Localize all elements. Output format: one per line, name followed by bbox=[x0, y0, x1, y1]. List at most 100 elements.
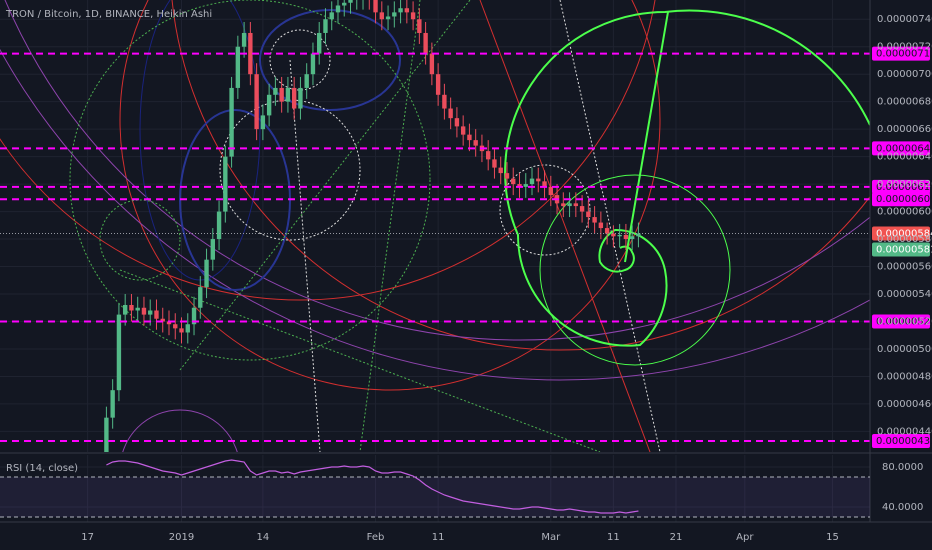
level-label-bg bbox=[872, 314, 930, 329]
rsi-pane bbox=[0, 459, 870, 518]
candle-body bbox=[122, 304, 128, 315]
level-label-bg bbox=[872, 179, 930, 194]
candle-body bbox=[229, 87, 234, 157]
x-tick-label: Apr bbox=[736, 532, 754, 543]
candle-body bbox=[141, 307, 147, 315]
candle-body bbox=[166, 321, 172, 325]
candle-body bbox=[604, 228, 610, 234]
candle-body bbox=[573, 203, 579, 207]
fib-arc bbox=[119, 0, 661, 391]
x-tick-label: 17 bbox=[81, 532, 94, 543]
candle-body bbox=[454, 118, 460, 127]
price-label-bg bbox=[872, 242, 930, 257]
candle-body bbox=[260, 115, 266, 130]
candle-body bbox=[542, 181, 547, 187]
candle-body bbox=[486, 151, 491, 160]
candle-body bbox=[285, 87, 291, 102]
candle-body bbox=[204, 259, 209, 288]
x-tick-label: 2019 bbox=[169, 532, 194, 543]
x-tick-label: Feb bbox=[367, 532, 385, 543]
fib-ellipse bbox=[259, 9, 401, 111]
y-tick-label: 0.00000480 bbox=[877, 371, 932, 382]
level-label: 0.00000646 bbox=[876, 143, 932, 154]
y-tick-label: 0.00000440 bbox=[877, 426, 932, 437]
candle-body bbox=[317, 32, 322, 54]
y-tick-label: 0.00000660 bbox=[877, 124, 932, 135]
rsi-tick-label: 40.0000 bbox=[882, 502, 923, 513]
y-tick-label: 0.00000620 bbox=[877, 179, 932, 190]
candle-body bbox=[410, 12, 416, 20]
x-tick-label: 11 bbox=[432, 532, 445, 543]
price-label: 0.00000581 bbox=[876, 245, 932, 256]
y-tick-label: 0.00000540 bbox=[877, 289, 932, 300]
rsi-series bbox=[106, 459, 639, 514]
x-tick-label: 14 bbox=[257, 532, 270, 543]
candle-body bbox=[191, 307, 197, 325]
level-label: 0.00000433 bbox=[876, 436, 932, 447]
level-label: 0.00000715 bbox=[876, 49, 932, 60]
candle-body bbox=[173, 324, 178, 329]
candle-body bbox=[266, 94, 272, 116]
y-tick-label: 0.00000680 bbox=[877, 97, 932, 108]
fib-arc bbox=[122, 409, 238, 452]
candle-body bbox=[460, 126, 466, 135]
candle-body bbox=[135, 307, 140, 311]
candle-body bbox=[404, 8, 410, 13]
candle-body bbox=[392, 12, 397, 17]
candle-body bbox=[216, 211, 222, 240]
candle-body bbox=[310, 53, 316, 75]
candle-body bbox=[379, 12, 384, 20]
dotted-line bbox=[289, 59, 321, 452]
candle-body bbox=[348, 0, 353, 3]
level-label-bg bbox=[872, 46, 930, 61]
rsi-tick-label: 80.0000 bbox=[882, 462, 923, 473]
candle-body bbox=[385, 16, 391, 20]
candle-body bbox=[398, 8, 403, 13]
candle-body bbox=[467, 134, 472, 141]
level-label-bg bbox=[872, 192, 930, 207]
candle-body bbox=[623, 234, 629, 240]
candle-body bbox=[517, 184, 522, 187]
dotted-circle bbox=[499, 164, 591, 256]
level-label: 0.00000609 bbox=[876, 194, 932, 205]
x-tick-label: 11 bbox=[607, 532, 620, 543]
candle-body bbox=[629, 236, 635, 240]
y-tick-label: 0.00000520 bbox=[877, 316, 932, 327]
x-tick-label: Mar bbox=[541, 532, 561, 543]
x-tick-label: 15 bbox=[826, 532, 839, 543]
candle-body bbox=[448, 108, 453, 119]
candle-body bbox=[636, 233, 641, 237]
y-tick-label: 0.00000640 bbox=[877, 152, 932, 163]
candle-body bbox=[235, 46, 241, 88]
dotted-circle bbox=[69, 0, 431, 361]
candle-body bbox=[567, 203, 572, 207]
level-label: 0.00000520 bbox=[876, 316, 932, 327]
candle-body bbox=[473, 140, 478, 146]
candle-body bbox=[298, 87, 303, 109]
candle-body bbox=[442, 94, 447, 109]
fib-spiral bbox=[504, 9, 870, 347]
candle-body bbox=[492, 159, 497, 168]
candle-body bbox=[598, 222, 604, 229]
dotted-circle bbox=[99, 199, 181, 281]
candle-body bbox=[210, 239, 215, 260]
candle-body bbox=[273, 87, 278, 95]
y-tick-label: 0.00000720 bbox=[877, 42, 932, 53]
y-tick-label: 0.00000560 bbox=[877, 262, 932, 273]
y-tick-label: 0.00000740 bbox=[877, 14, 932, 25]
candle-body bbox=[523, 184, 528, 187]
candle-body bbox=[329, 12, 334, 20]
candle-body bbox=[279, 87, 284, 102]
candle-body bbox=[548, 186, 553, 196]
dotted-circle bbox=[269, 29, 331, 91]
fib-arc bbox=[4, 0, 870, 341]
candle-body bbox=[529, 178, 535, 185]
candle-body bbox=[116, 314, 122, 391]
y-tick-label: 0.00000500 bbox=[877, 344, 932, 355]
candle-body bbox=[110, 390, 115, 418]
levels: 0.00000715 0.00000646 0.000006180.00000609… bbox=[0, 46, 932, 449]
price-label: 0.00000584 bbox=[876, 229, 932, 240]
